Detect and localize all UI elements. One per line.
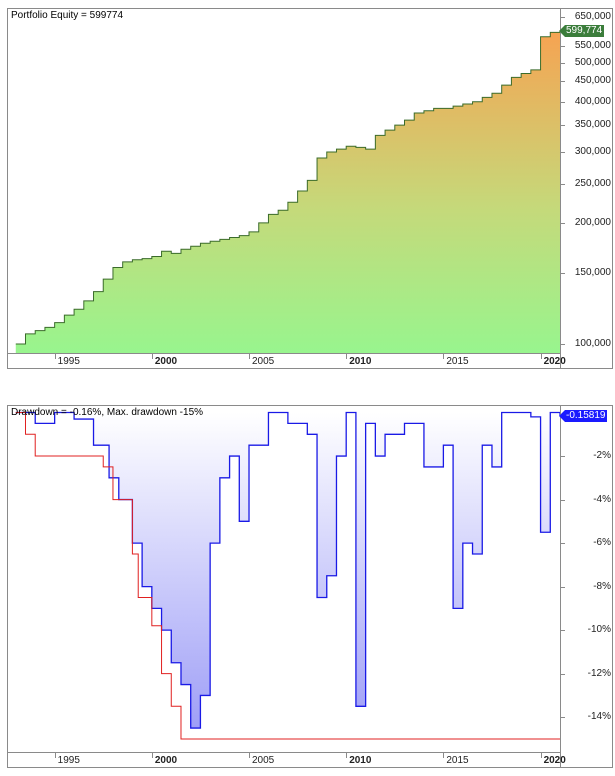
equity-y-tick-label: 500,000 bbox=[574, 56, 611, 68]
equity-plot-area[interactable]: Portfolio Equity = 599774 bbox=[8, 9, 561, 353]
drawdown-y-tick-label: -6% bbox=[593, 537, 611, 549]
drawdown-chart-title: Drawdown = -0.16%, Max. drawdown -15% bbox=[11, 407, 204, 418]
drawdown-x-tick-2015: 2015 bbox=[443, 753, 469, 766]
y-tick-mark bbox=[561, 273, 565, 275]
equity-y-axis: 599,774 650,000 550,000 500,000 450,000 400,… bbox=[559, 9, 613, 368]
x-tick-label: 2015 bbox=[446, 755, 469, 766]
y-tick-mark bbox=[561, 344, 565, 346]
equity-y-tick-label: 350,000 bbox=[574, 119, 611, 131]
drawdown-x-axis: 1995 2000 2005 2010 2015 2020 bbox=[8, 752, 566, 768]
x-tick-label: 2010 bbox=[349, 356, 372, 367]
equity-x-tick-2015: 2015 bbox=[443, 354, 469, 367]
equity-y-tick-label: 200,000 bbox=[574, 216, 611, 228]
drawdown-current-value-badge: -0.15819 bbox=[559, 410, 608, 422]
equity-curve bbox=[15, 30, 560, 353]
y-tick-mark bbox=[561, 673, 565, 675]
y-tick-mark bbox=[561, 222, 565, 224]
equity-chart-title: Portfolio Equity = 599774 bbox=[11, 10, 124, 21]
y-tick-mark bbox=[561, 183, 565, 185]
equity-x-tick-1995: 1995 bbox=[54, 354, 80, 367]
equity-y-tick-label: 550,000 bbox=[574, 40, 611, 52]
drawdown-y-axis: -0.15819 -2% -4% -6% -8% -10% -12% -14% bbox=[559, 406, 613, 767]
y-tick-mark bbox=[561, 456, 565, 458]
equity-x-tick-2005: 2005 bbox=[249, 354, 274, 367]
x-tick-label: 2000 bbox=[154, 356, 178, 367]
equity-y-tick-label: 650,000 bbox=[574, 10, 611, 22]
drawdown-x-tick-2000: 2000 bbox=[151, 753, 177, 766]
x-tick-label: 2005 bbox=[252, 755, 275, 766]
x-tick-label: 1995 bbox=[57, 356, 80, 367]
equity-y-tick-label: 400,000 bbox=[574, 95, 611, 107]
equity-chart-panel: Portfolio Equity = 599774 1995 2000 2005 20… bbox=[7, 8, 613, 369]
y-tick-mark bbox=[561, 543, 565, 545]
drawdown-x-tick-2020: 2020 bbox=[540, 753, 566, 766]
y-tick-mark bbox=[561, 101, 565, 103]
drawdown-curve bbox=[15, 411, 560, 740]
drawdown-y-tick-label: -12% bbox=[587, 667, 611, 679]
drawdown-x-tick-2010: 2010 bbox=[346, 753, 371, 766]
y-tick-mark bbox=[561, 152, 565, 154]
equity-current-value-badge: 599,774 bbox=[559, 24, 605, 37]
x-tick-label: 2010 bbox=[349, 755, 372, 766]
drawdown-y-tick-label: -14% bbox=[587, 711, 611, 723]
equity-x-tick-2020: 2020 bbox=[540, 354, 566, 367]
x-tick-label: 2005 bbox=[252, 356, 275, 367]
drawdown-y-tick-label: -8% bbox=[593, 580, 611, 592]
x-tick-label: 1995 bbox=[57, 755, 80, 766]
drawdown-chart-panel: Drawdown = -0.16%, Max. drawdown -15% 19… bbox=[7, 405, 613, 768]
drawdown-x-tick-1995: 1995 bbox=[54, 753, 80, 766]
drawdown-y-tick-label: -4% bbox=[593, 493, 611, 505]
y-tick-mark bbox=[561, 16, 565, 18]
drawdown-y-tick-label: -10% bbox=[587, 624, 611, 636]
y-tick-mark bbox=[561, 125, 565, 127]
x-tick-label: 2020 bbox=[543, 755, 566, 766]
drawdown-y-tick-label: -2% bbox=[593, 450, 611, 462]
equity-y-tick-label: 300,000 bbox=[574, 146, 611, 158]
y-tick-mark bbox=[561, 499, 565, 501]
x-tick-label: 2020 bbox=[543, 356, 566, 367]
y-tick-mark bbox=[561, 586, 565, 588]
x-tick-label: 2000 bbox=[154, 755, 178, 766]
y-tick-mark bbox=[561, 717, 565, 719]
equity-y-tick-label: 150,000 bbox=[574, 267, 611, 279]
equity-x-tick-2000: 2000 bbox=[151, 354, 177, 367]
equity-x-tick-2010: 2010 bbox=[346, 354, 371, 367]
drawdown-x-tick-2005: 2005 bbox=[249, 753, 274, 766]
equity-y-tick-label: 250,000 bbox=[574, 177, 611, 189]
y-tick-mark bbox=[561, 630, 565, 632]
x-tick-label: 2015 bbox=[446, 356, 469, 367]
equity-y-tick-label: 100,000 bbox=[574, 338, 611, 350]
equity-x-axis: 1995 2000 2005 2010 2015 2020 bbox=[8, 353, 566, 369]
drawdown-plot-area[interactable]: Drawdown = -0.16%, Max. drawdown -15% bbox=[8, 406, 561, 752]
y-tick-mark bbox=[561, 46, 565, 48]
equity-y-tick-label: 450,000 bbox=[574, 75, 611, 87]
y-tick-mark bbox=[561, 81, 565, 83]
y-tick-mark bbox=[561, 62, 565, 64]
